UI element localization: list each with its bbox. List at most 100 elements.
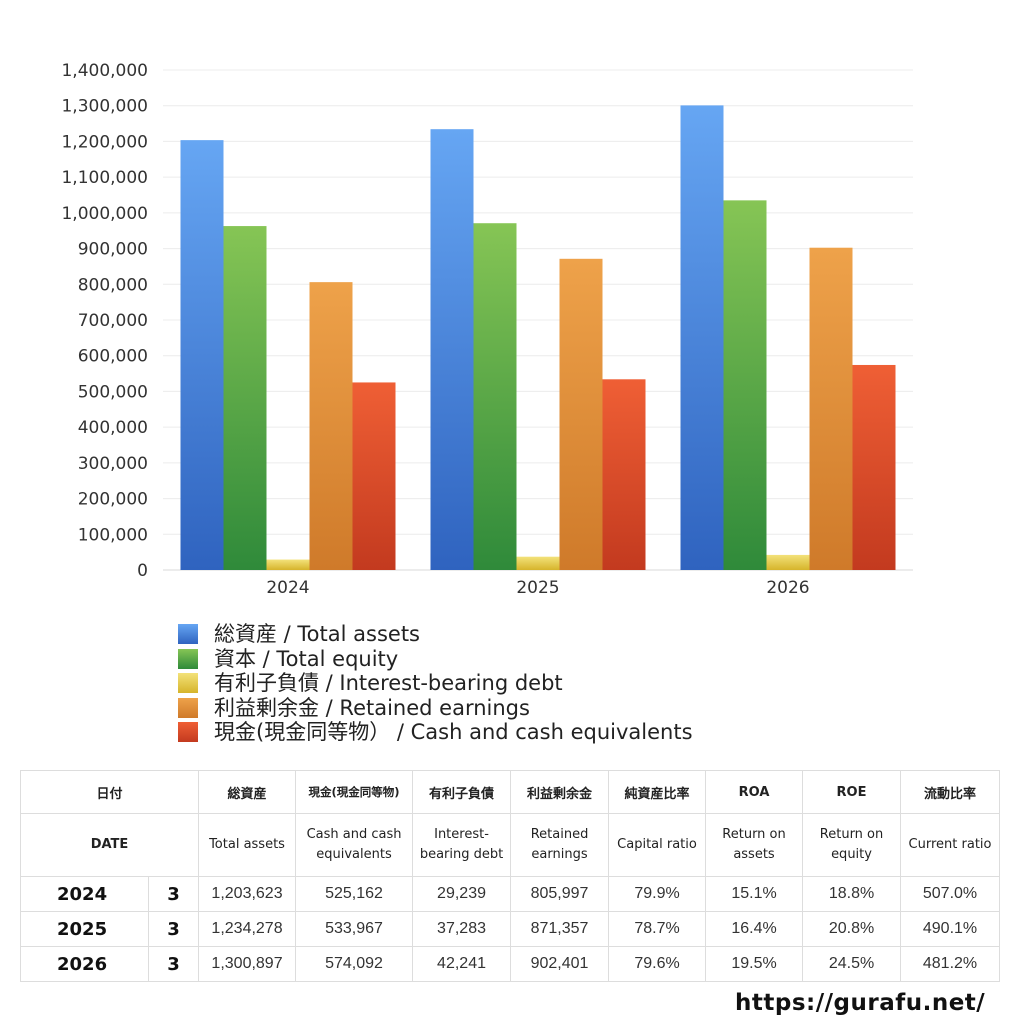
table-row: 2026 3 1,300,897 574,092 42,241 902,401 … [20,946,1001,982]
y-tick-label: 600,000 [78,347,148,367]
table-header-en: DATE Total assets Cash and cash equivale… [19,813,1001,877]
bar-2026-series-3 [809,247,853,570]
cell-cash: 525,162 [295,876,414,912]
y-tick-label: 100,000 [78,525,148,545]
legend-swatch-interest-bearing-debt [178,673,198,694]
bar-chart: 0 100,000 200,000 300,000 400,000 500,000 600,… [61,61,913,598]
cell-cash: 533,967 [295,911,414,947]
table-row: 2024 3 1,203,623 525,162 29,239 805,997 … [20,876,1001,912]
x-tick-label: 2024 [266,578,309,598]
bar-2025-series-3 [559,258,603,570]
bar-2025-series-4 [602,379,646,570]
bar-2024-series-0 [180,140,224,570]
header-roe-ja: ROE [802,770,902,814]
row-month: 3 [147,911,200,947]
y-tick-label: 800,000 [78,275,148,295]
header-date-ja: 日付 [19,770,200,814]
y-tick-label: 1,200,000 [61,132,148,152]
cell-cash: 574,092 [295,946,414,982]
financial-table: 日付 総資産 現金(現金同等物) 有利子負債 利益剰余金 純資産比率 ROA R… [19,770,1001,982]
header-cash-en: Cash and cash equivalents [295,813,414,877]
chart-svg: 0 100,000 200,000 300,000 400,000 500,000 600,… [61,61,913,598]
cell-debt: 37,283 [412,911,512,947]
bar-2025-series-1 [473,223,517,570]
y-tick-label: 200,000 [78,490,148,510]
header-date-en: DATE [19,813,200,877]
cell-roa: 19.5% [705,946,804,982]
header-debt-en: Interest-bearing debt [412,813,512,877]
legend-label-total-assets: 総資産 / Total assets [214,622,420,647]
legend-swatch-retained-earnings [178,697,198,718]
cell-retained: 902,401 [510,946,610,982]
cell-retained: 871,357 [510,911,610,947]
row-month: 3 [147,946,200,982]
cell-total-assets: 1,203,623 [198,876,297,912]
y-tick-label: 1,300,000 [61,97,148,117]
bar-2026-series-4 [852,364,896,570]
cell-current-ratio: 490.1% [900,911,1001,947]
bar-2026-series-1 [723,200,767,570]
row-year: 2024 [20,876,149,912]
cell-debt: 29,239 [412,876,512,912]
bar-2026-series-0 [680,105,724,571]
header-current-ratio-en: Current ratio [900,813,1001,877]
cell-roe: 24.5% [802,946,902,982]
cell-roe: 18.8% [802,876,902,912]
x-tick-label: 2025 [516,578,559,598]
cell-current-ratio: 481.2% [900,946,1001,982]
cell-capital-ratio: 78.7% [608,911,707,947]
legend-label-cash: 現金(現金同等物） / Cash and cash equivalents [214,720,693,745]
legend-item-retained-earnings: 利益剰余金 / Retained earnings [178,696,693,721]
header-retained-en: Retained earnings [510,813,610,877]
y-tick-label: 400,000 [78,418,148,438]
header-current-ratio-ja: 流動比率 [900,770,1001,814]
header-capital-ratio-ja: 純資産比率 [608,770,707,814]
header-roe-en: Return on equity [802,813,902,877]
y-tick-label: 0 [137,561,148,581]
header-roa-en: Return on assets [705,813,804,877]
cell-current-ratio: 507.0% [900,876,1001,912]
cell-debt: 42,241 [412,946,512,982]
bar-2026-series-2 [766,554,810,570]
table-header-ja: 日付 総資産 現金(現金同等物) 有利子負債 利益剰余金 純資産比率 ROA R… [19,770,1001,814]
header-roa-ja: ROA [705,770,804,814]
y-tick-label: 500,000 [78,382,148,402]
cell-capital-ratio: 79.9% [608,876,707,912]
header-capital-ratio-en: Capital ratio [608,813,707,877]
cell-roa: 15.1% [705,876,804,912]
table-row: 2025 3 1,234,278 533,967 37,283 871,357 … [20,911,1001,947]
header-cash-ja: 現金(現金同等物) [295,770,414,814]
x-tick-label: 2026 [766,578,809,598]
row-year: 2026 [20,946,149,982]
y-tick-label: 900,000 [78,240,148,260]
y-tick-label: 700,000 [78,311,148,331]
legend-item-cash: 現金(現金同等物） / Cash and cash equivalents [178,720,693,745]
header-total-assets-en: Total assets [198,813,297,877]
cell-roa: 16.4% [705,911,804,947]
header-retained-ja: 利益剰余金 [510,770,610,814]
bar-2025-series-2 [516,556,560,570]
legend-label-total-equity: 資本 / Total equity [214,646,399,671]
cell-retained: 805,997 [510,876,610,912]
legend-item-total-equity: 資本 / Total equity [178,647,693,672]
y-tick-label: 300,000 [78,454,148,474]
header-debt-ja: 有利子負債 [412,770,512,814]
row-year: 2025 [20,911,149,947]
cell-total-assets: 1,300,897 [198,946,297,982]
y-tick-label: 1,400,000 [61,61,148,81]
legend-swatch-total-equity [178,648,198,669]
cell-roe: 20.8% [802,911,902,947]
bar-2024-series-1 [223,226,267,571]
legend-label-interest-bearing-debt: 有利子負債 / Interest-bearing debt [214,671,563,696]
cell-total-assets: 1,234,278 [198,911,297,947]
bar-2025-series-0 [430,129,474,570]
source-url: https://gurafu.net/ [735,990,986,1016]
legend-swatch-cash [178,722,198,743]
legend-item-total-assets: 総資産 / Total assets [178,622,693,647]
header-total-assets-ja: 総資産 [198,770,297,814]
legend-swatch-total-assets [178,624,198,645]
bar-2024-series-2 [266,559,310,570]
legend-item-interest-bearing-debt: 有利子負債 / Interest-bearing debt [178,671,693,696]
y-tick-label: 1,000,000 [61,204,148,224]
bar-2024-series-4 [352,382,396,570]
